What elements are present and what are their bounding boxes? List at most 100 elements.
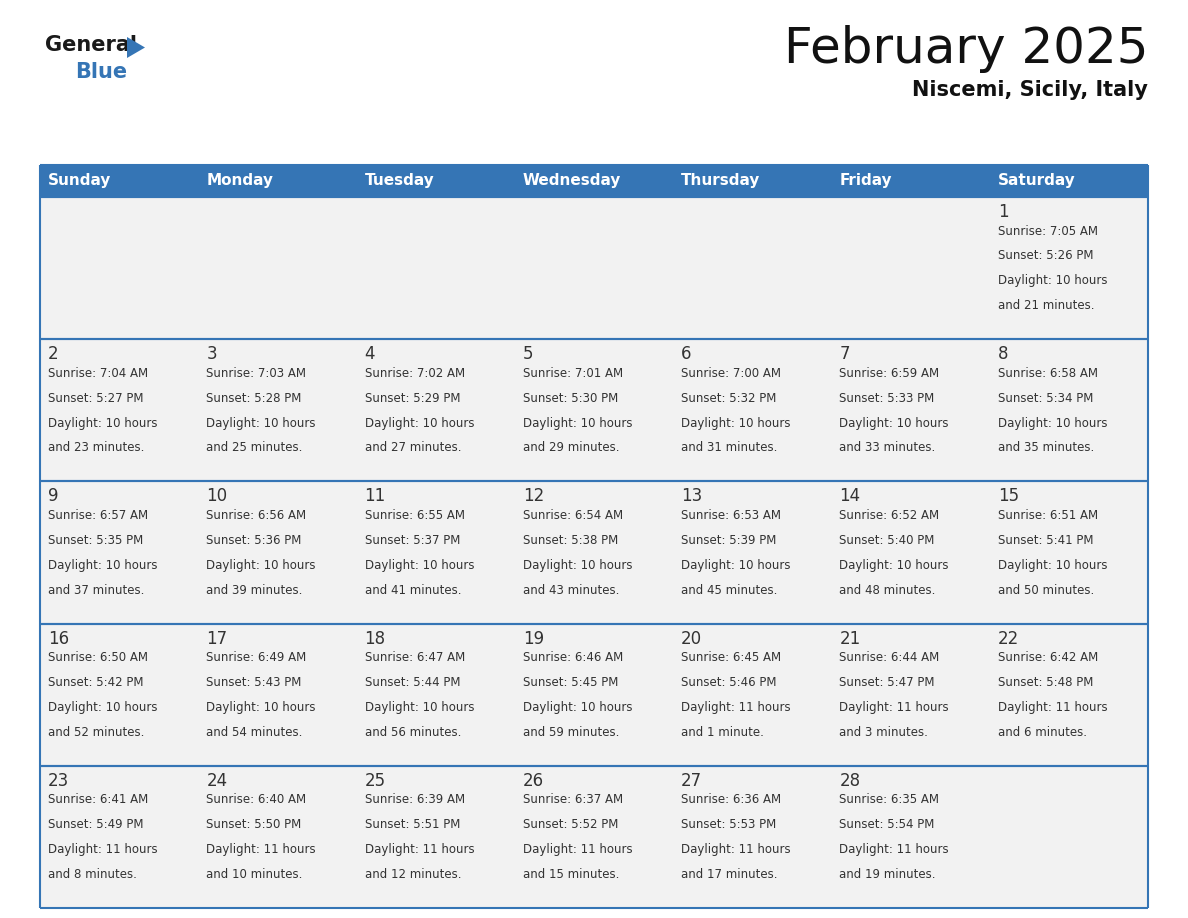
Text: 14: 14: [840, 487, 860, 506]
Text: and 56 minutes.: and 56 minutes.: [365, 726, 461, 739]
Bar: [990, 481, 1148, 623]
Text: and 10 minutes.: and 10 minutes.: [207, 868, 303, 881]
Text: Daylight: 10 hours: Daylight: 10 hours: [523, 559, 632, 572]
Text: 2: 2: [48, 345, 58, 364]
Text: and 15 minutes.: and 15 minutes.: [523, 868, 619, 881]
Text: Sunrise: 7:01 AM: Sunrise: 7:01 AM: [523, 367, 623, 380]
Text: 19: 19: [523, 630, 544, 647]
Text: 8: 8: [998, 345, 1009, 364]
Bar: [198, 481, 356, 623]
Text: and 1 minute.: and 1 minute.: [681, 726, 764, 739]
Text: Sunrise: 6:58 AM: Sunrise: 6:58 AM: [998, 367, 1098, 380]
Text: and 52 minutes.: and 52 minutes.: [48, 726, 145, 739]
Text: 15: 15: [998, 487, 1019, 506]
Text: Sunset: 5:33 PM: Sunset: 5:33 PM: [840, 392, 935, 405]
Bar: [674, 623, 832, 766]
Text: 22: 22: [998, 630, 1019, 647]
Text: 11: 11: [365, 487, 386, 506]
Bar: [674, 766, 832, 908]
Bar: [674, 197, 832, 339]
Text: Sunrise: 6:56 AM: Sunrise: 6:56 AM: [207, 509, 307, 522]
Bar: [832, 481, 990, 623]
Bar: [40, 165, 1148, 197]
Text: Daylight: 10 hours: Daylight: 10 hours: [48, 701, 158, 714]
Text: Sunrise: 6:41 AM: Sunrise: 6:41 AM: [48, 793, 148, 806]
Text: Daylight: 10 hours: Daylight: 10 hours: [365, 559, 474, 572]
Text: Sunset: 5:26 PM: Sunset: 5:26 PM: [998, 250, 1093, 263]
Text: Daylight: 11 hours: Daylight: 11 hours: [840, 843, 949, 856]
Text: Sunset: 5:41 PM: Sunset: 5:41 PM: [998, 534, 1093, 547]
Bar: [198, 623, 356, 766]
Text: Daylight: 11 hours: Daylight: 11 hours: [840, 701, 949, 714]
Text: and 48 minutes.: and 48 minutes.: [840, 584, 936, 597]
Text: and 45 minutes.: and 45 minutes.: [681, 584, 777, 597]
Text: 26: 26: [523, 772, 544, 789]
Text: 12: 12: [523, 487, 544, 506]
Text: Sunrise: 6:59 AM: Sunrise: 6:59 AM: [840, 367, 940, 380]
Text: Daylight: 11 hours: Daylight: 11 hours: [207, 843, 316, 856]
Bar: [514, 197, 674, 339]
Text: Sunset: 5:42 PM: Sunset: 5:42 PM: [48, 676, 144, 689]
Bar: [832, 197, 990, 339]
Text: and 17 minutes.: and 17 minutes.: [681, 868, 778, 881]
Bar: [832, 623, 990, 766]
Text: Sunrise: 6:51 AM: Sunrise: 6:51 AM: [998, 509, 1098, 522]
Text: Sunset: 5:51 PM: Sunset: 5:51 PM: [365, 818, 460, 832]
Bar: [990, 623, 1148, 766]
Text: Sunrise: 6:36 AM: Sunrise: 6:36 AM: [681, 793, 782, 806]
Text: Daylight: 10 hours: Daylight: 10 hours: [681, 417, 791, 430]
Text: Sunset: 5:43 PM: Sunset: 5:43 PM: [207, 676, 302, 689]
Text: Daylight: 10 hours: Daylight: 10 hours: [681, 559, 791, 572]
Text: Saturday: Saturday: [998, 174, 1075, 188]
Text: Sunday: Sunday: [48, 174, 112, 188]
Bar: [514, 481, 674, 623]
Text: Daylight: 11 hours: Daylight: 11 hours: [681, 843, 791, 856]
Text: Daylight: 11 hours: Daylight: 11 hours: [48, 843, 158, 856]
Text: Sunset: 5:46 PM: Sunset: 5:46 PM: [681, 676, 777, 689]
Text: Sunrise: 6:45 AM: Sunrise: 6:45 AM: [681, 651, 782, 665]
Bar: [832, 339, 990, 481]
Text: 10: 10: [207, 487, 227, 506]
Text: Sunrise: 6:35 AM: Sunrise: 6:35 AM: [840, 793, 940, 806]
Text: and 33 minutes.: and 33 minutes.: [840, 442, 936, 454]
Text: Sunset: 5:40 PM: Sunset: 5:40 PM: [840, 534, 935, 547]
Text: Sunrise: 6:54 AM: Sunrise: 6:54 AM: [523, 509, 623, 522]
Text: General: General: [45, 35, 137, 55]
Text: and 19 minutes.: and 19 minutes.: [840, 868, 936, 881]
Bar: [356, 623, 514, 766]
Text: 6: 6: [681, 345, 691, 364]
Bar: [40, 197, 198, 339]
Text: Sunrise: 7:02 AM: Sunrise: 7:02 AM: [365, 367, 465, 380]
Text: Sunrise: 6:39 AM: Sunrise: 6:39 AM: [365, 793, 465, 806]
Text: Sunset: 5:35 PM: Sunset: 5:35 PM: [48, 534, 144, 547]
Bar: [990, 197, 1148, 339]
Bar: [198, 766, 356, 908]
Text: Sunrise: 6:37 AM: Sunrise: 6:37 AM: [523, 793, 623, 806]
Text: 20: 20: [681, 630, 702, 647]
Text: Thursday: Thursday: [681, 174, 760, 188]
Text: Sunset: 5:28 PM: Sunset: 5:28 PM: [207, 392, 302, 405]
Text: Daylight: 10 hours: Daylight: 10 hours: [840, 559, 949, 572]
Text: Daylight: 10 hours: Daylight: 10 hours: [998, 559, 1107, 572]
Text: and 59 minutes.: and 59 minutes.: [523, 726, 619, 739]
Bar: [356, 197, 514, 339]
Text: Daylight: 10 hours: Daylight: 10 hours: [48, 417, 158, 430]
Text: Wednesday: Wednesday: [523, 174, 621, 188]
Text: Sunset: 5:36 PM: Sunset: 5:36 PM: [207, 534, 302, 547]
Text: Sunset: 5:49 PM: Sunset: 5:49 PM: [48, 818, 144, 832]
Text: Blue: Blue: [75, 62, 127, 82]
Text: Sunrise: 6:42 AM: Sunrise: 6:42 AM: [998, 651, 1098, 665]
Text: Daylight: 10 hours: Daylight: 10 hours: [840, 417, 949, 430]
Text: 17: 17: [207, 630, 227, 647]
Text: and 35 minutes.: and 35 minutes.: [998, 442, 1094, 454]
Bar: [514, 766, 674, 908]
Polygon shape: [127, 37, 145, 58]
Bar: [990, 766, 1148, 908]
Text: 4: 4: [365, 345, 375, 364]
Text: February 2025: February 2025: [784, 25, 1148, 73]
Text: 23: 23: [48, 772, 69, 789]
Bar: [40, 623, 198, 766]
Text: 7: 7: [840, 345, 849, 364]
Text: Sunrise: 6:57 AM: Sunrise: 6:57 AM: [48, 509, 148, 522]
Bar: [356, 766, 514, 908]
